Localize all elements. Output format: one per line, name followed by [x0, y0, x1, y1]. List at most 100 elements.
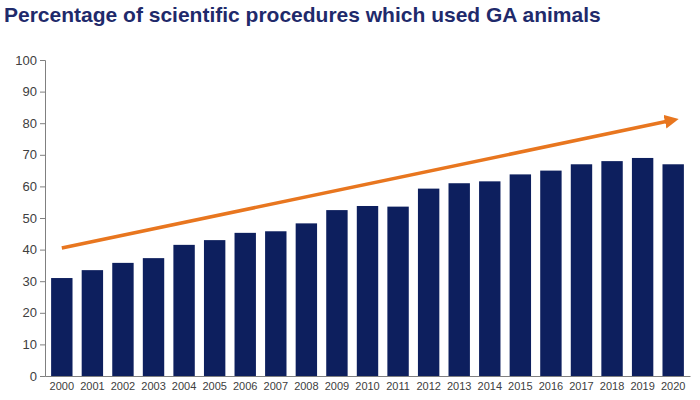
bar: [479, 181, 500, 376]
x-tick-label: 2002: [111, 380, 135, 392]
x-tick: 2003: [141, 380, 165, 392]
x-tick: 2017: [569, 380, 593, 392]
y-tick: 0: [30, 369, 45, 384]
bar: [296, 223, 317, 376]
x-tick-label: 2008: [294, 380, 318, 392]
x-tick-label: 2001: [80, 380, 104, 392]
y-tick-mark: [40, 313, 45, 314]
y-tick-label: 90: [23, 84, 37, 99]
x-tick-label: 2000: [50, 380, 74, 392]
x-tick-label: 2017: [569, 380, 593, 392]
x-tick: 2018: [600, 380, 624, 392]
y-axis: 0 10 20 30 40 50 60 70 80 90 100: [15, 53, 45, 384]
bar: [265, 231, 286, 376]
x-tick: 2019: [630, 380, 654, 392]
y-tick-label: 0: [30, 369, 37, 384]
y-tick: 80: [23, 116, 45, 131]
y-tick: 30: [23, 274, 45, 289]
x-tick: 2013: [447, 380, 471, 392]
x-tick-label: 2020: [661, 380, 685, 392]
x-tick: 2007: [264, 380, 288, 392]
x-axis: 2000 2001 2002 2003 2004 2005 2006 2007 2008 2009…: [46, 377, 691, 392]
y-tick-label: 60: [23, 179, 37, 194]
bar: [632, 158, 653, 376]
x-tick-label: 2005: [202, 380, 226, 392]
y-tick: 70: [23, 147, 45, 162]
y-tick: 100: [15, 53, 45, 68]
x-tick-label: 2004: [172, 380, 196, 392]
y-tick: 10: [23, 337, 45, 352]
x-tick-label: 2011: [386, 380, 410, 392]
y-tick-mark: [40, 344, 45, 345]
x-tick: 2011: [386, 380, 410, 392]
y-tick-mark: [40, 376, 45, 377]
y-tick-label: 80: [23, 116, 37, 131]
y-tick-mark: [40, 218, 45, 219]
y-tick-label: 20: [23, 305, 37, 320]
x-tick-label: 2019: [630, 380, 654, 392]
bar: [235, 233, 256, 376]
x-axis-line: [46, 376, 691, 377]
y-tick-mark: [40, 281, 45, 282]
bar: [571, 164, 592, 376]
x-tick-label: 2013: [447, 380, 471, 392]
bar: [540, 171, 561, 376]
bar: [449, 183, 470, 376]
x-tick: 2005: [202, 380, 226, 392]
x-tick: 2014: [478, 380, 502, 392]
x-tick-label: 2009: [325, 380, 349, 392]
y-tick: 20: [23, 305, 45, 320]
bar: [51, 278, 72, 376]
bar: [82, 270, 103, 376]
x-tick: 2004: [172, 380, 196, 392]
y-tick-label: 70: [23, 147, 37, 162]
y-tick: 60: [23, 179, 45, 194]
y-axis-line: [40, 61, 46, 377]
x-tick: 2016: [539, 380, 563, 392]
x-tick-label: 2012: [416, 380, 440, 392]
y-tick-label: 100: [15, 53, 37, 68]
x-tick: 2008: [294, 380, 318, 392]
y-tick-mark: [40, 123, 45, 124]
x-tick: 2015: [508, 380, 532, 392]
plot-area: [51, 120, 684, 376]
bar: [326, 210, 347, 376]
x-tick: 2020: [661, 380, 685, 392]
bar: [112, 263, 133, 376]
y-tick-label: 10: [23, 337, 37, 352]
bar: [173, 245, 194, 376]
y-tick-label: 50: [23, 211, 37, 226]
x-tick-label: 2007: [264, 380, 288, 392]
bar: [510, 174, 531, 376]
x-tick: 2012: [416, 380, 440, 392]
x-tick-label: 2015: [508, 380, 532, 392]
y-tick-mark: [40, 186, 45, 187]
y-tick-mark: [40, 250, 45, 251]
x-tick: 2010: [355, 380, 379, 392]
chart: Percentage of scientific procedures whic…: [0, 0, 700, 400]
x-tick: 2006: [233, 380, 257, 392]
y-tick: 90: [23, 84, 45, 99]
bar: [601, 161, 622, 376]
y-tick: 40: [23, 242, 45, 257]
bar: [387, 207, 408, 376]
x-tick: 2009: [325, 380, 349, 392]
x-tick: 2001: [80, 380, 104, 392]
x-tick-label: 2016: [539, 380, 563, 392]
y-tick: 50: [23, 211, 45, 226]
y-tick-mark: [40, 155, 45, 156]
x-tick-label: 2014: [478, 380, 502, 392]
title: Percentage of scientific procedures whic…: [4, 3, 601, 26]
x-tick-label: 2010: [355, 380, 379, 392]
x-tick-label: 2018: [600, 380, 624, 392]
x-tick: 2000: [50, 380, 74, 392]
y-tick-mark: [40, 92, 45, 93]
y-tick-mark: [40, 60, 45, 61]
bar: [418, 189, 439, 376]
trend-arrow: [62, 120, 673, 248]
bar: [357, 206, 378, 376]
bar: [204, 240, 225, 376]
x-tick-label: 2003: [141, 380, 165, 392]
y-tick-label: 40: [23, 242, 37, 257]
x-tick-label: 2006: [233, 380, 257, 392]
